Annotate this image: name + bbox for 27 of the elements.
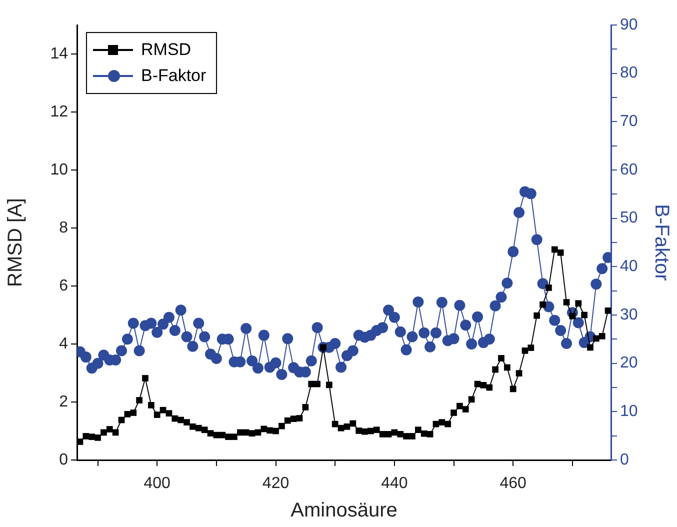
y2-tick-label: 40 xyxy=(620,258,638,276)
y-tick-label: 8 xyxy=(59,219,68,236)
y2-tick-label: 20 xyxy=(620,354,638,372)
y-tick-label: 12 xyxy=(50,103,68,120)
y-tick-label: 2 xyxy=(59,393,68,410)
y2-axis-title: B-Faktor xyxy=(650,204,672,282)
y2-tick-label: 0 xyxy=(620,451,629,468)
y2-tick-label: 30 xyxy=(620,306,638,324)
y-tick-label: 4 xyxy=(59,335,68,352)
x-tick-label: 400 xyxy=(144,475,171,492)
x-tick-label: 460 xyxy=(500,475,527,492)
x-tick-label: 420 xyxy=(262,475,290,492)
y-tick-label: 0 xyxy=(59,451,68,468)
y-tick-label: 14 xyxy=(50,45,68,62)
y-tick-label: 10 xyxy=(50,161,68,178)
y-tick-label: 6 xyxy=(59,277,68,294)
y2-tick-label: 50 xyxy=(620,210,638,227)
y2-tick-label: 90 xyxy=(620,16,638,34)
x-axis-title: Aminosäure xyxy=(290,500,398,522)
y2-tick-label: 80 xyxy=(620,64,638,82)
y2-tick-label: 70 xyxy=(620,113,638,130)
y2-tick-label: 10 xyxy=(620,403,638,420)
x-tick-label: 440 xyxy=(381,475,408,492)
y-axis-title: RMSD [A] xyxy=(4,198,27,287)
y2-tick-label: 60 xyxy=(620,161,638,178)
legend-label: B-Faktor xyxy=(141,66,206,86)
legend-label: RMSD xyxy=(141,40,192,60)
